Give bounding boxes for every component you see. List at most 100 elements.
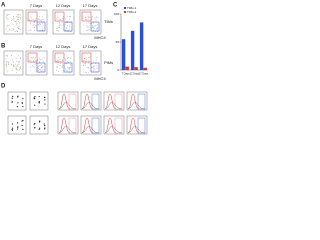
- event-dot: [40, 20, 41, 21]
- event-dot: [29, 60, 30, 62]
- event-dot: [35, 25, 37, 26]
- event-dot: [17, 16, 19, 18]
- event-dot: [61, 22, 63, 24]
- event-dot: [94, 27, 96, 29]
- event-dot: [56, 17, 57, 19]
- event-dot: [87, 30, 88, 32]
- event-dot: [17, 13, 19, 15]
- event-dot: [29, 20, 31, 21]
- event-dot: [5, 63, 7, 65]
- event-dot: [32, 19, 34, 20]
- event-dot: [16, 69, 18, 71]
- event-dot: [94, 68, 95, 70]
- event-dot: [30, 66, 31, 68]
- event-dot: [89, 63, 91, 65]
- sample-dot: [11, 97, 13, 99]
- event-dot: [69, 68, 71, 69]
- event-dot: [86, 24, 87, 26]
- histogram-curve: [58, 101, 77, 110]
- histogram-frame: [126, 115, 148, 135]
- event-dot: [18, 54, 20, 56]
- event-dot: [6, 56, 8, 58]
- sample-dot: [22, 128, 24, 131]
- axis-label: MHCII: [94, 76, 105, 81]
- event-dot: [36, 26, 37, 28]
- event-dot: [57, 30, 59, 32]
- event-dot: [39, 68, 40, 70]
- plot-frame: [3, 50, 24, 76]
- histogram-frame: [57, 115, 79, 135]
- histogram-curve: [58, 93, 71, 110]
- event-dot: [7, 14, 9, 16]
- event-dot: [38, 24, 40, 26]
- event-dot: [18, 69, 20, 71]
- event-dot: [43, 61, 44, 62]
- event-dot: [32, 65, 33, 66]
- event-dot: [88, 18, 90, 20]
- panel-label: D: [1, 84, 6, 90]
- event-dot: [59, 65, 61, 66]
- event-dot: [37, 69, 39, 71]
- event-dot: [20, 66, 21, 68]
- sample-dot: [12, 95, 14, 97]
- event-dot: [8, 25, 10, 26]
- event-dot: [11, 29, 13, 31]
- event-dot: [94, 19, 96, 21]
- event-dot: [18, 62, 20, 64]
- event-dot: [36, 60, 37, 62]
- event-dot: [41, 25, 43, 27]
- sample-dot: [39, 120, 41, 122]
- sample-dot: [17, 128, 19, 130]
- event-dot: [34, 21, 35, 22]
- event-dot: [56, 62, 58, 64]
- event-dot: [88, 16, 89, 18]
- event-dot: [96, 56, 98, 58]
- event-dot: [16, 27, 18, 28]
- event-dot: [42, 65, 44, 67]
- event-dot: [65, 22, 67, 24]
- event-dot: [96, 67, 98, 69]
- column-header: 7 Days: [30, 3, 42, 8]
- event-dot: [12, 28, 14, 29]
- event-dot: [96, 59, 97, 61]
- event-dot: [19, 29, 21, 31]
- event-dot: [5, 60, 7, 62]
- event-dot: [10, 19, 12, 21]
- event-dot: [9, 29, 11, 31]
- event-dot: [66, 27, 67, 28]
- event-dot: [13, 61, 14, 63]
- event-dot: [39, 69, 41, 70]
- y-tick-label: 100: [114, 12, 119, 16]
- event-dot: [17, 19, 18, 21]
- event-dot: [93, 17, 95, 19]
- event-dot: [40, 19, 42, 21]
- event-dot: [29, 22, 31, 23]
- event-dot: [39, 23, 41, 25]
- event-dot: [82, 17, 84, 19]
- event-dot: [84, 64, 86, 66]
- event-dot: [17, 31, 18, 32]
- legend-label: TIMs-2: [127, 10, 137, 14]
- event-dot: [42, 65, 43, 67]
- event-dot: [93, 30, 94, 31]
- plot-frame: [52, 50, 75, 76]
- event-dot: [6, 26, 8, 28]
- event-dot: [38, 65, 39, 67]
- event-dot: [16, 29, 18, 31]
- event-dot: [63, 65, 64, 67]
- event-dot: [57, 64, 59, 66]
- sample-dot: [11, 129, 14, 131]
- histogram-curve: [81, 117, 94, 134]
- event-dot: [96, 24, 98, 26]
- bar: [143, 67, 147, 70]
- legend-swatch: [124, 11, 126, 13]
- histogram-curve: [104, 93, 117, 110]
- event-dot: [19, 67, 21, 69]
- event-dot: [30, 57, 32, 59]
- histogram-frame: [57, 91, 79, 111]
- event-dot: [70, 61, 71, 63]
- event-dot: [37, 59, 38, 60]
- event-dot: [62, 60, 63, 61]
- histogram-curve: [127, 125, 146, 134]
- event-dot: [85, 72, 87, 73]
